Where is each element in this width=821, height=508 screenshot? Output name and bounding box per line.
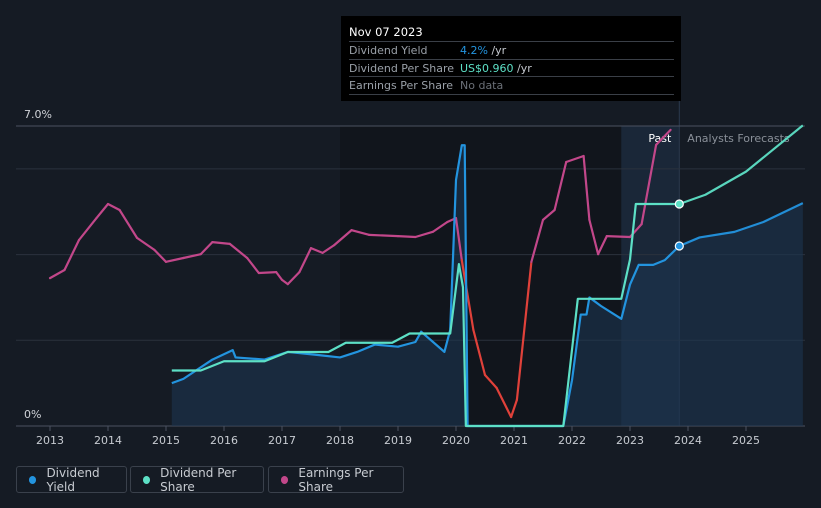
eps-line-segment bbox=[95, 202, 110, 220]
eps-line-segment bbox=[460, 259, 475, 332]
eps-line-segment bbox=[431, 220, 449, 233]
past-label: Past bbox=[648, 132, 672, 145]
dividend-yield-area bbox=[171, 145, 803, 427]
eps-line-segment bbox=[135, 236, 156, 251]
tooltip-value: US$0.960 bbox=[460, 62, 514, 75]
x-tick-label: 2020 bbox=[442, 434, 470, 447]
y-tick-label: 7.0% bbox=[24, 108, 52, 121]
eps-line-segment bbox=[211, 241, 231, 245]
eps-line-segment bbox=[588, 218, 600, 256]
eps-line-segment bbox=[367, 233, 400, 238]
tooltip-label: Dividend Yield bbox=[349, 44, 428, 57]
x-tick-label: 2013 bbox=[36, 434, 64, 447]
y-tick-label: 0% bbox=[24, 408, 41, 421]
legend-label: Dividend Yield bbox=[46, 465, 100, 494]
eps-line-segment bbox=[640, 143, 658, 226]
eps-line-segment bbox=[565, 154, 585, 164]
eps-line-segment bbox=[164, 256, 185, 263]
tooltip-row-dividend-per-share: Dividend Per Share US$0.960 /yr bbox=[349, 59, 674, 77]
dividend-per-share-line bbox=[171, 202, 680, 428]
eps-line-segment bbox=[414, 230, 434, 239]
legend-label: Dividend Per Share bbox=[160, 465, 237, 494]
eps-line-segment bbox=[350, 229, 371, 236]
tooltip-label: Earnings Per Share bbox=[349, 79, 454, 92]
eps-line-segment bbox=[495, 386, 513, 419]
dividend-per-share-marker bbox=[674, 199, 684, 209]
eps-line-segment bbox=[246, 256, 260, 275]
eps-line-segment bbox=[333, 229, 353, 247]
eps-line-segment bbox=[553, 160, 568, 212]
eps-line-segment bbox=[582, 154, 591, 221]
legend-dot-icon bbox=[281, 475, 289, 484]
eps-line-segment bbox=[286, 271, 301, 286]
tooltip-unit: /yr bbox=[517, 62, 532, 75]
eps-line-segment bbox=[280, 278, 289, 286]
dividend-yield-marker bbox=[674, 241, 684, 251]
eps-line-segment bbox=[515, 260, 533, 401]
eps-line-segment bbox=[106, 202, 121, 212]
legend-dividend-per-share[interactable]: Dividend Per Share bbox=[130, 465, 264, 494]
eps-line-segment bbox=[228, 242, 249, 260]
legend-label: Earnings Per Share bbox=[298, 465, 374, 494]
x-tick-label: 2015 bbox=[152, 434, 180, 447]
tooltip-value-wrap: US$0.960 /yr bbox=[460, 62, 532, 75]
eps-line-segment bbox=[605, 235, 632, 239]
eps-line-segment bbox=[483, 373, 498, 389]
dividend-per-share-forecast-line bbox=[678, 124, 804, 206]
eps-line-segment bbox=[321, 244, 336, 254]
eps-line-segment bbox=[510, 398, 519, 419]
tooltip-label: Dividend Per Share bbox=[349, 62, 455, 75]
eps-line-segment bbox=[298, 247, 313, 274]
eps-line-segment bbox=[153, 248, 168, 263]
tooltip-value: No data bbox=[460, 79, 504, 92]
eps-line-segment bbox=[596, 235, 608, 256]
tooltip-value: 4.2% bbox=[460, 44, 488, 57]
eps-line-segment bbox=[63, 238, 81, 272]
eps-line-segment bbox=[654, 128, 672, 146]
x-tick-label: 2025 bbox=[732, 434, 760, 447]
tooltip-date: Nov 07 2023 bbox=[349, 25, 423, 39]
eps-line-segment bbox=[472, 328, 487, 377]
x-tick-label: 2018 bbox=[326, 434, 354, 447]
x-tick-label: 2023 bbox=[616, 434, 644, 447]
tooltip-value-wrap: 4.2% /yr bbox=[460, 44, 506, 57]
dividend-yield-forecast-line bbox=[678, 202, 804, 248]
legend-earnings-per-share[interactable]: Earnings Per Share bbox=[268, 465, 404, 494]
eps-line-segment bbox=[530, 218, 545, 263]
x-tick-label: 2016 bbox=[210, 434, 238, 447]
eps-line-segment bbox=[118, 208, 139, 239]
forecast-label: Analysts Forecasts bbox=[687, 132, 790, 145]
x-tick-label: 2017 bbox=[268, 434, 296, 447]
eps-line-segment bbox=[257, 271, 278, 275]
eps-line-segment bbox=[77, 217, 98, 242]
legend-dot-icon bbox=[29, 475, 37, 484]
x-tick-label: 2024 bbox=[674, 434, 702, 447]
x-tick-label: 2022 bbox=[558, 434, 586, 447]
dividend-yield-line bbox=[171, 144, 681, 428]
x-tick-label: 2019 bbox=[384, 434, 412, 447]
x-tick-label: 2021 bbox=[500, 434, 528, 447]
eps-line-segment bbox=[199, 241, 214, 256]
eps-line-segment bbox=[454, 217, 463, 262]
legend-dot-icon bbox=[143, 475, 151, 484]
eps-line-segment bbox=[309, 247, 324, 254]
legend-dividend-yield[interactable]: Dividend Yield bbox=[16, 465, 127, 494]
eps-line-segment bbox=[275, 271, 284, 281]
tooltip-row-earnings-per-share: Earnings Per Share No data bbox=[349, 76, 674, 95]
tooltip: Nov 07 2023 Dividend Yield 4.2% /yr Divi… bbox=[341, 16, 681, 101]
eps-line-segment bbox=[182, 253, 202, 260]
tooltip-row-dividend-yield: Dividend Yield 4.2% /yr bbox=[349, 41, 674, 59]
eps-line-segment bbox=[541, 208, 556, 221]
x-tick-label: 2014 bbox=[94, 434, 122, 447]
eps-line-segment bbox=[48, 268, 66, 280]
tooltip-unit: /yr bbox=[491, 44, 507, 57]
eps-line-segment bbox=[396, 235, 417, 239]
